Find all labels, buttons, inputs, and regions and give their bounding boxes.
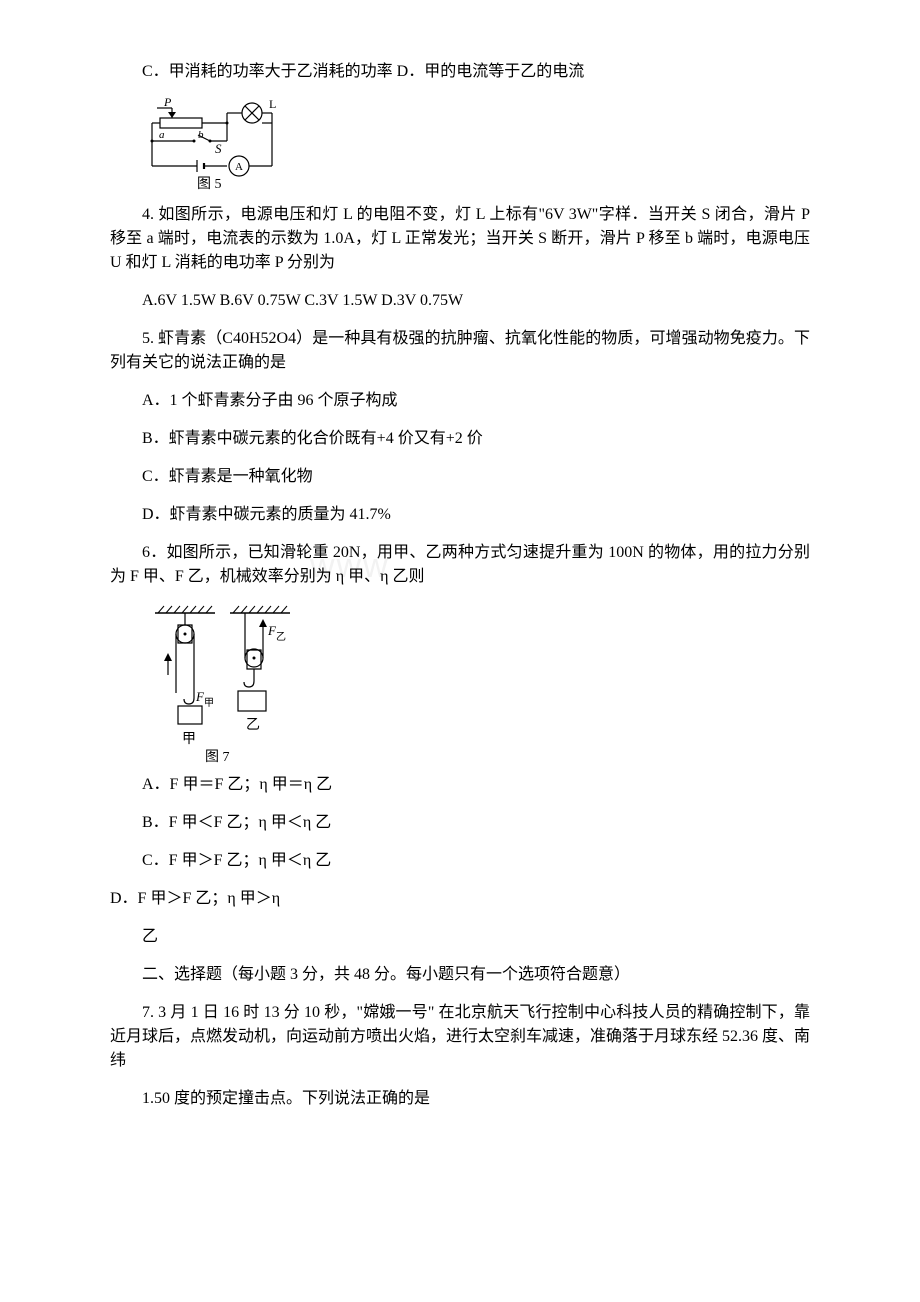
svg-text:P: P — [163, 98, 172, 109]
svg-text:S: S — [215, 141, 222, 156]
pulley-svg: F 甲 甲 F 乙 乙 图 7 — [150, 603, 300, 773]
svg-text:乙: 乙 — [246, 717, 260, 733]
svg-text:甲: 甲 — [204, 698, 214, 709]
q5-option-b: B．虾青素中碳元素的化合价既有+4 价又有+2 价 — [110, 427, 810, 451]
q7-line2: 1.50 度的预定撞击点。下列说法正确的是 — [110, 1087, 810, 1111]
q7-stem: 7. 3 月 1 日 16 时 13 分 10 秒，"嫦娥一号" 在北京航天飞行… — [110, 1001, 810, 1073]
svg-text:a: a — [159, 129, 165, 141]
q6-stem: 6．如图所示，已知滑轮重 20N，用甲、乙两种方式匀速提升重为 100N 的物体… — [110, 541, 810, 589]
q6-option-c: C．F 甲＞F 乙；η 甲＜η 乙 — [110, 849, 810, 873]
q5-stem: 5. 虾青素（C40H52O4）是一种具有极强的抗肿瘤、抗氧化性能的物质，可增强… — [110, 327, 810, 375]
section-2-heading: 二、选择题（每小题 3 分，共 48 分。每小题只有一个选项符合题意） — [110, 963, 810, 987]
q6-option-a: A．F 甲＝F 乙；η 甲＝η 乙 — [110, 773, 810, 797]
q6-option-d: D．F 甲＞F 乙；η 甲＞η — [110, 887, 810, 911]
q5-option-c: C．虾青素是一种氧化物 — [110, 465, 810, 489]
q4-options: A.6V 1.5W B.6V 0.75W C.3V 1.5W D.3V 0.75… — [110, 289, 810, 313]
svg-text:A: A — [235, 161, 243, 173]
pulley-diagram: F 甲 甲 F 乙 乙 图 7 — [150, 603, 300, 773]
circuit-svg: A — [142, 98, 292, 193]
svg-text:图 7: 图 7 — [205, 750, 230, 765]
circuit-diagram: A — [142, 98, 810, 193]
q3-option-cd: C．甲消耗的功率大于乙消耗的功率 D．甲的电流等于乙的电流 — [110, 60, 810, 84]
svg-text:甲: 甲 — [182, 732, 196, 747]
q6-option-b: B．F 甲＜F 乙；η 甲＜η 乙 — [110, 811, 810, 835]
svg-text:L: L — [269, 98, 276, 111]
q5-option-d: D．虾青素中碳元素的质量为 41.7% — [110, 503, 810, 527]
q4-stem: 4. 如图所示，电源电压和灯 L 的电阻不变，灯 L 上标有"6V 3W"字样．… — [110, 203, 810, 275]
svg-text:b: b — [198, 129, 204, 141]
q5-option-a: A．1 个虾青素分子由 96 个原子构成 — [110, 389, 810, 413]
svg-text:图 5: 图 5 — [197, 177, 222, 192]
page-container: C．甲消耗的功率大于乙消耗的功率 D．甲的电流等于乙的电流 A — [0, 0, 920, 1185]
q6-option-d-tail: 乙 — [110, 925, 810, 949]
svg-text:乙: 乙 — [276, 631, 286, 643]
